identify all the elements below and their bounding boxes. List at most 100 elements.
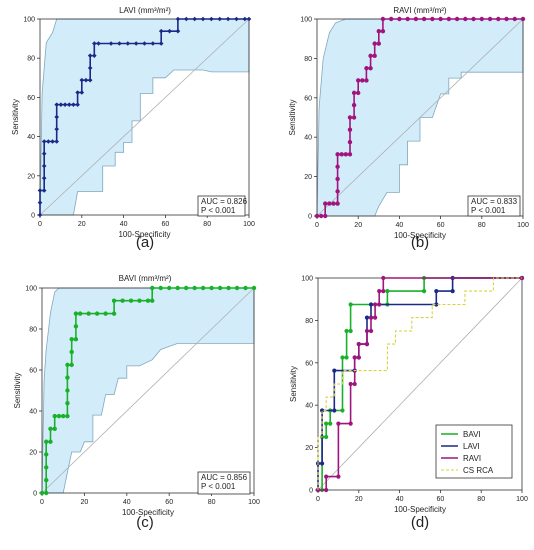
x-axis-label: 100-Specificity	[394, 231, 446, 240]
x-tick-label: 60	[437, 222, 445, 229]
data-point	[150, 285, 155, 291]
data-point	[332, 408, 337, 413]
data-point	[397, 16, 402, 22]
x-tick-label: 100	[248, 499, 260, 506]
data-point	[348, 421, 353, 426]
x-tick-label: 20	[354, 222, 362, 229]
data-point	[150, 41, 156, 46]
data-point	[192, 16, 197, 22]
axes-frame	[41, 287, 255, 494]
data-point	[87, 53, 93, 58]
data-point	[234, 16, 239, 22]
data-point	[413, 16, 419, 22]
data-point	[65, 375, 70, 380]
data-point	[327, 201, 332, 206]
data-point	[87, 77, 93, 83]
data-point	[117, 41, 122, 46]
data-point	[319, 408, 325, 413]
data-point	[454, 16, 460, 22]
data-point	[175, 16, 181, 22]
data-point	[96, 41, 101, 46]
reference-diagonal	[317, 277, 523, 491]
y-tick-label: 40	[29, 409, 37, 416]
data-point	[335, 164, 340, 169]
data-point	[75, 90, 80, 95]
data-point	[377, 289, 382, 294]
data-point	[347, 115, 353, 120]
data-point	[368, 53, 373, 59]
data-point	[343, 152, 349, 157]
data-point	[364, 66, 369, 71]
chart-title: LAVI (mm³/m²)	[119, 6, 171, 15]
data-point	[167, 28, 172, 34]
data-point	[128, 298, 134, 303]
data-point	[39, 490, 45, 496]
data-point	[52, 413, 57, 419]
panel-label: (a)	[136, 234, 154, 251]
data-point	[364, 328, 370, 334]
data-point	[54, 114, 60, 120]
data-point	[364, 315, 370, 320]
data-point	[137, 298, 142, 303]
data-point	[83, 77, 89, 83]
data-point	[225, 16, 231, 22]
data-point	[340, 408, 345, 413]
data-point	[381, 275, 386, 281]
data-point	[372, 41, 377, 46]
x-tick-label: 80	[203, 221, 211, 228]
data-point	[251, 285, 257, 291]
x-tick-label: 0	[40, 499, 44, 506]
y-tick-label: 80	[305, 318, 313, 325]
y-tick-label: 60	[304, 95, 312, 102]
series-line-ravi	[318, 277, 522, 491]
data-point	[108, 41, 114, 46]
data-point	[324, 474, 329, 479]
data-point	[381, 289, 386, 294]
x-axis-label: 100-Specificity	[118, 230, 170, 239]
y-tick-label: 60	[305, 360, 313, 367]
data-point	[217, 16, 223, 22]
y-tick-label: 80	[29, 327, 37, 334]
data-point	[324, 434, 329, 440]
data-point	[331, 201, 336, 206]
data-point	[48, 439, 53, 444]
y-tick-label: 0	[33, 491, 37, 498]
y-axis-label: Sensitivity	[289, 366, 298, 402]
data-point	[323, 201, 328, 206]
x-tick-label: 60	[165, 499, 173, 506]
data-point	[111, 298, 117, 303]
data-point	[175, 285, 180, 291]
data-point	[46, 139, 51, 144]
x-tick-label: 100	[517, 222, 529, 229]
data-point	[192, 285, 197, 291]
data-point	[183, 285, 189, 291]
data-point	[479, 16, 484, 22]
data-point	[450, 289, 455, 294]
data-point	[125, 41, 131, 46]
data-point	[167, 285, 172, 291]
y-tick-label: 60	[27, 95, 35, 102]
y-tick-label: 100	[25, 286, 37, 293]
data-point	[351, 102, 357, 108]
data-point	[54, 126, 60, 132]
data-point	[133, 41, 139, 46]
reference-diagonal	[39, 18, 250, 216]
data-point	[487, 16, 493, 22]
data-point	[209, 16, 214, 22]
data-point	[496, 16, 501, 22]
stats-box	[467, 195, 521, 217]
data-point	[332, 368, 337, 373]
data-point	[388, 16, 394, 22]
data-point	[360, 78, 365, 83]
stats-line: AUC = 0.856	[201, 473, 248, 482]
x-tick-label: 80	[478, 222, 486, 229]
stats-line: P < 0.001	[471, 206, 506, 215]
data-point	[62, 102, 68, 107]
data-point	[175, 28, 181, 34]
chart-title: RAVI (mm³/m²)	[393, 6, 447, 15]
data-point	[120, 298, 125, 303]
data-point	[446, 16, 452, 22]
data-point	[103, 311, 108, 316]
data-point	[368, 315, 374, 320]
data-point	[73, 337, 79, 342]
